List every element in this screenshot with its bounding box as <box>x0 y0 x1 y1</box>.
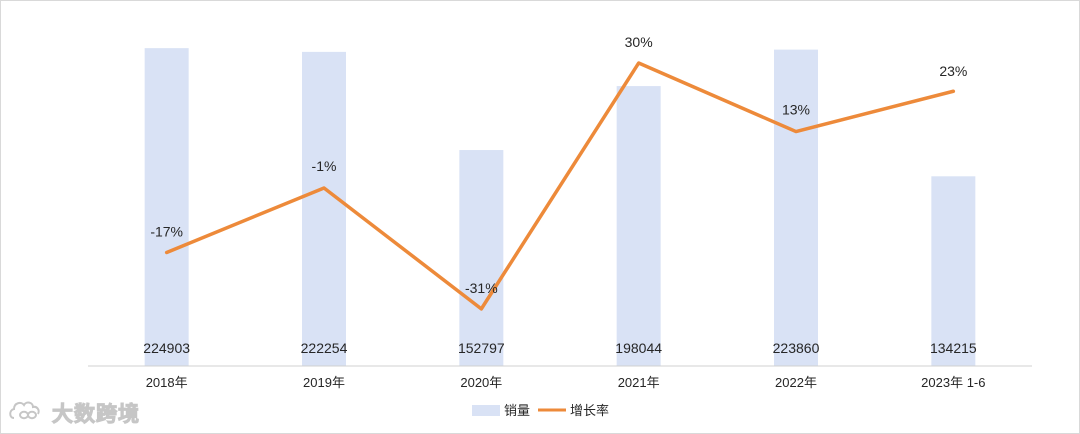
growth-rate-label-4: 13% <box>782 102 810 118</box>
x-tick-label-2: 2020年 <box>460 375 502 390</box>
bar-1 <box>302 51 346 366</box>
watermark: 大数跨境 <box>8 398 140 428</box>
bar-value-label-5: 134215 <box>930 340 977 356</box>
bar-2 <box>459 150 504 366</box>
growth-rate-label-3: 30% <box>625 34 653 50</box>
x-tick-label-4: 2022年 <box>775 375 817 390</box>
x-tick-label-3: 2021年 <box>618 375 660 390</box>
growth-rate-line <box>164 61 956 311</box>
growth-rate-labels: -17% -1% -31% 30% 13% 23% <box>150 34 967 296</box>
bar-value-labels: 224903 222254 152797 198044 223860 134215 <box>143 340 977 356</box>
legend: 销量 增长率 <box>472 403 609 418</box>
growth-rate-label-1: -1% <box>312 158 337 174</box>
growth-rate-points <box>166 62 954 309</box>
x-tick-label-1: 2019年 <box>303 375 345 390</box>
bar-5 <box>931 176 976 366</box>
growth-rate-label-0: -17% <box>150 223 183 239</box>
x-axis-ticks: 2018年 2019年 2020年 2021年 2022年 2023年 1-6 <box>146 375 986 390</box>
watermark-text: 大数跨境 <box>52 402 140 427</box>
bar-0 <box>144 48 189 367</box>
legend-label-growth: 增长率 <box>570 403 609 418</box>
cloud-infinity-logo-icon <box>8 398 48 429</box>
bar-4 <box>774 49 818 366</box>
bar-value-label-0: 224903 <box>143 340 190 356</box>
bar-3 <box>616 86 661 367</box>
x-tick-label-0: 2018年 <box>146 375 188 390</box>
bar-value-label-1: 222254 <box>301 340 348 356</box>
legend-label-sales: 销量 <box>504 403 530 418</box>
x-tick-label-5: 2023年 1-6 <box>921 375 985 390</box>
growth-rate-label-2: -31% <box>465 280 498 296</box>
bar-value-label-3: 198044 <box>615 340 662 356</box>
bar-value-label-4: 223860 <box>773 340 820 356</box>
bar-series <box>144 48 976 367</box>
legend-swatch-sales <box>472 405 500 416</box>
growth-rate-label-5: 23% <box>939 63 967 79</box>
bar-value-label-2: 152797 <box>458 340 505 356</box>
